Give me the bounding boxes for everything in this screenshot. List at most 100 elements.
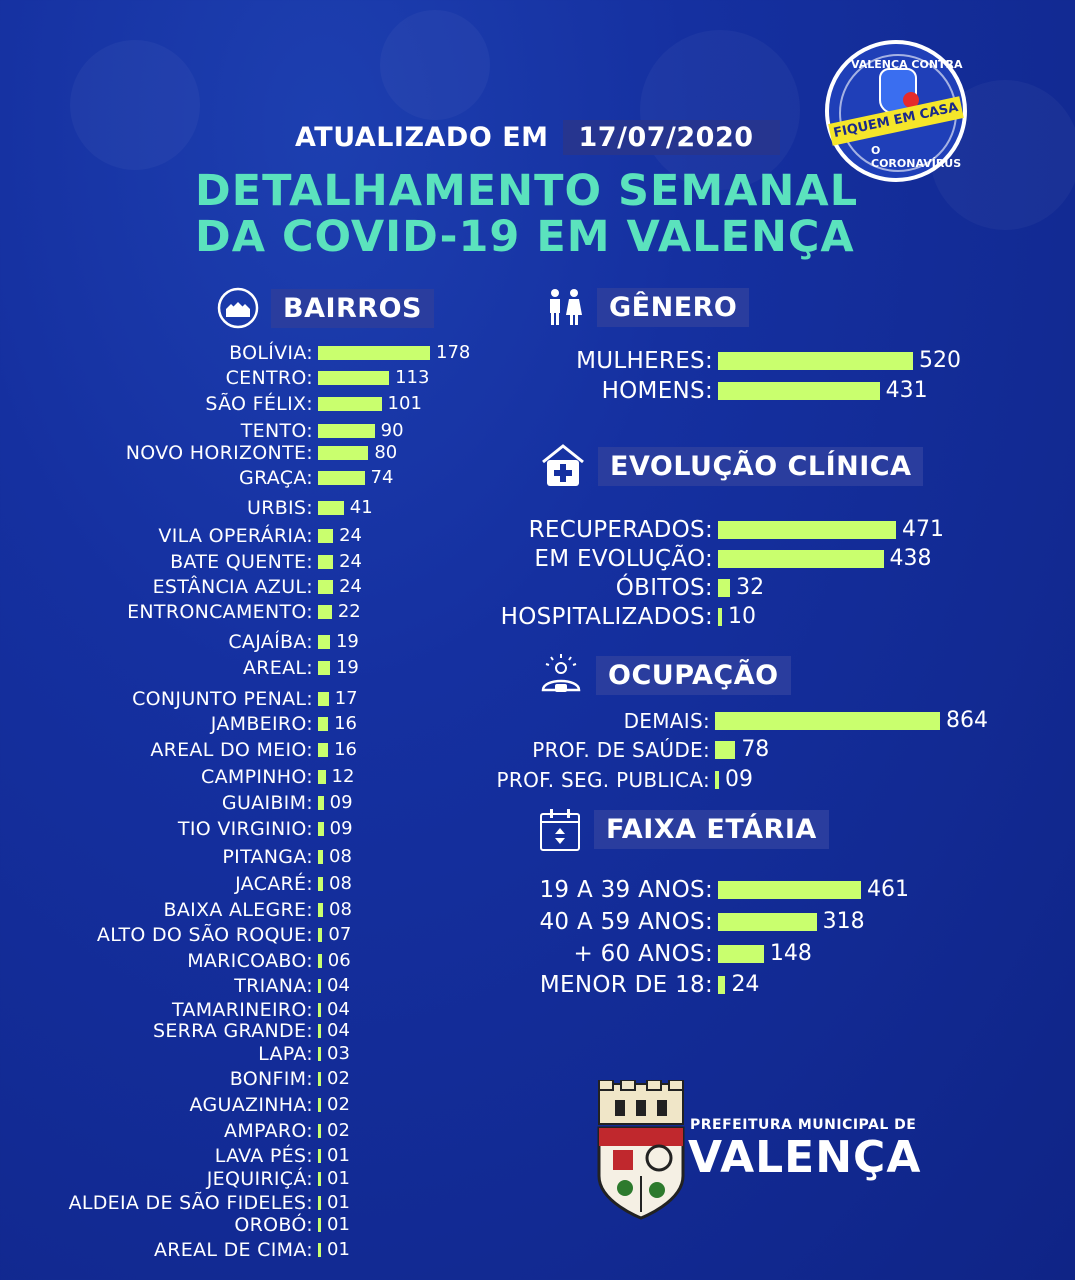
faixa-label: MENOR DE 18: <box>539 972 713 998</box>
ocupacao-label: DEMAIS: <box>623 709 710 733</box>
bairro-value: 02 <box>327 1094 350 1115</box>
evolucao-label: EM EVOLUÇÃO: <box>534 546 713 572</box>
section-header-bairros: BAIRROS <box>217 287 435 329</box>
bairro-label: AREAL: <box>243 657 313 679</box>
logo-line-2: VALENÇA <box>688 1132 922 1183</box>
bairro-bar <box>318 424 375 438</box>
bairro-value: 04 <box>327 975 350 996</box>
bairro-label: BAIXA ALEGRE: <box>163 899 313 921</box>
logo-line-1: PREFEITURA MUNICIPAL DE <box>690 1117 917 1133</box>
bairro-bar <box>318 717 329 731</box>
bairro-value: 04 <box>327 1020 350 1041</box>
section-header-evolucao: EVOLUÇÃO CLÍNICA <box>540 444 924 488</box>
bairro-row: JEQUIRIÇÁ: 01 <box>0 1168 350 1190</box>
bairro-value: 74 <box>370 467 394 488</box>
bairro-value: 08 <box>329 873 352 894</box>
bairro-value: 16 <box>334 739 357 760</box>
bairro-label: GRAÇA: <box>239 467 313 489</box>
bairro-bar <box>318 446 369 460</box>
bairro-value: 41 <box>349 497 373 518</box>
bairro-bar <box>318 1047 321 1061</box>
bairro-bar <box>318 877 324 891</box>
bairro-label: CENTRO: <box>225 367 313 389</box>
bairro-row: CAJAÍBA: 19 <box>0 631 359 653</box>
bairro-bar <box>318 796 324 810</box>
bairro-label: SERRA GRANDE: <box>152 1020 313 1042</box>
bairro-row: CONJUNTO PENAL: 17 <box>0 688 358 710</box>
bairro-label: TRIANA: <box>234 975 313 997</box>
bairro-value: 03 <box>327 1043 350 1064</box>
bairro-bar <box>318 661 330 675</box>
bairro-row: PITANGA: 08 <box>0 846 352 868</box>
evolucao-row: RECUPERADOS: 471 <box>0 517 944 543</box>
evolucao-value: 10 <box>728 604 756 629</box>
genero-row: MULHERES: 520 <box>0 348 961 374</box>
bairro-value: 24 <box>339 525 362 546</box>
bairro-value: 09 <box>329 792 353 813</box>
bairro-value: 06 <box>327 950 351 971</box>
bairro-row: JACARÉ: 08 <box>0 873 352 895</box>
ocupacao-row: PROF. SEG. PUBLICA: 09 <box>0 767 753 792</box>
bairro-row: BATE QUENTE: 24 <box>0 551 362 573</box>
bairro-value: 08 <box>329 899 352 920</box>
bairro-value: 113 <box>395 367 430 388</box>
campaign-badge: VALENÇA CONTRA FIQUEM EM CASA O CORONAVÍ… <box>825 40 967 182</box>
bairro-row: NOVO HORIZONTE: 80 <box>0 442 397 464</box>
bairro-row: CENTRO: 113 <box>0 367 430 389</box>
bairro-row: VILA OPERÁRIA: 24 <box>0 525 362 547</box>
bairro-label: PITANGA: <box>222 846 313 868</box>
evolucao-bar <box>718 579 731 597</box>
bairro-value: 04 <box>327 999 350 1020</box>
evolucao-row: ÓBITOS: 32 <box>0 575 764 601</box>
coat-of-arms-icon <box>597 1079 685 1220</box>
bairro-label: VILA OPERÁRIA: <box>158 525 313 547</box>
section-header-ocupacao: OCUPAÇÃO <box>538 652 791 698</box>
bairro-label: BATE QUENTE: <box>170 551 313 573</box>
bairro-label: NOVO HORIZONTE: <box>125 442 313 464</box>
updated-date: 17/07/2020 <box>562 119 780 155</box>
update-info: ATUALIZADO EM 17/07/2020 <box>295 118 780 156</box>
bairro-value: 24 <box>339 576 362 597</box>
bairro-label: BOLÍVIA: <box>229 342 313 364</box>
bairro-bar <box>318 605 332 619</box>
genero-value: 520 <box>919 348 961 373</box>
genero-label: HOMENS: <box>601 378 713 404</box>
bairro-label: MARICOABO: <box>187 950 313 972</box>
faixa-bar <box>718 945 764 963</box>
bairro-row: GRAÇA: 74 <box>0 467 393 489</box>
bairro-label: CAJAÍBA: <box>228 631 313 653</box>
ocupacao-label: PROF. SEG. PUBLICA: <box>496 768 710 792</box>
bairro-row: ESTÂNCIA AZUL: 24 <box>0 576 362 598</box>
faixa-row: MENOR DE 18: 24 <box>0 972 760 998</box>
ocupacao-value: 09 <box>725 767 753 792</box>
bairro-row: TRIANA: 04 <box>0 975 350 997</box>
faixa-value: 318 <box>822 909 865 934</box>
bairro-value: 01 <box>327 1168 350 1189</box>
bairro-value: 08 <box>329 846 352 867</box>
evolucao-bar <box>718 521 896 539</box>
evolucao-row: EM EVOLUÇÃO: 438 <box>0 546 931 572</box>
bairro-bar <box>318 1024 321 1038</box>
bairro-value: 90 <box>380 420 404 441</box>
faixa-value: 461 <box>867 877 909 902</box>
faixa-row: 19 A 39 ANOS: 461 <box>0 877 910 903</box>
bairro-row: TIO VIRGINIO: 09 <box>0 818 353 840</box>
bairro-bar <box>318 1218 321 1232</box>
faixa-row: + 60 ANOS: 148 <box>0 941 811 967</box>
virus-decoration <box>70 40 200 170</box>
bairro-value: 178 <box>436 342 471 363</box>
bairro-row: BOLÍVIA: 178 <box>0 342 470 364</box>
badge-top-text: VALENÇA CONTRA <box>851 58 963 71</box>
bairro-value: 12 <box>331 766 355 787</box>
faixa-label: 19 A 39 ANOS: <box>539 877 713 903</box>
bairro-bar <box>318 555 334 569</box>
bairro-row: MARICOABO: 06 <box>0 950 350 972</box>
bairro-value: 24 <box>339 551 362 572</box>
bairro-bar <box>318 346 430 360</box>
ocupacao-bar <box>715 741 736 759</box>
evolucao-value: 471 <box>902 517 944 542</box>
evolucao-value: 32 <box>736 575 765 600</box>
bairro-row: SERRA GRANDE: 04 <box>0 1020 350 1042</box>
bairro-label: JAMBEIRO: <box>210 713 313 735</box>
genero-value: 431 <box>885 378 928 403</box>
